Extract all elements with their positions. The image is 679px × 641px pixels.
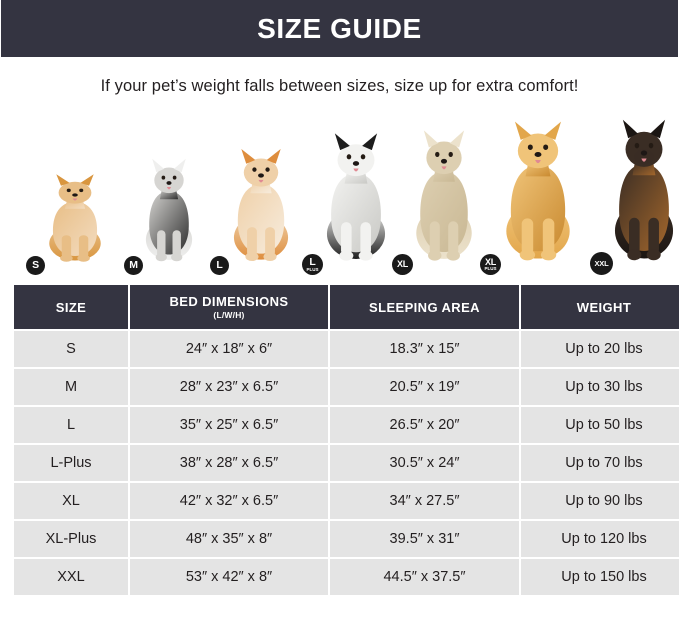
dog-illustration-golden-retriever xyxy=(506,121,570,261)
cell-sleeping: 44.5″ x 37.5″ xyxy=(329,558,521,597)
cell-bed: 48″ x 35″ x 8″ xyxy=(129,520,330,559)
table-body: S 24″ x 18″ x 6″ 18.3″ x 15″ Up to 20 lbs M 2… xyxy=(14,330,679,597)
dog-figure-doberman xyxy=(600,116,679,269)
cell-bed: 28″ x 23″ x 6.5″ xyxy=(129,368,330,407)
dog-illustration-labrador xyxy=(416,130,472,261)
size-badge-main-label: XL xyxy=(396,259,409,269)
column-header-size-label: SIZE xyxy=(55,299,87,315)
size-badge-sub-label: PLUS xyxy=(306,266,319,272)
table-row: S 24″ x 18″ x 6″ 18.3″ x 15″ Up to 20 lbs xyxy=(14,330,679,369)
cell-weight: Up to 150 lbs xyxy=(520,558,679,597)
table-row: L-Plus 38″ x 28″ x 6.5″ 30.5″ x 24″ Up to 7… xyxy=(14,444,679,483)
dog-figure-labrador xyxy=(402,127,486,269)
dog-illustration-shiba-inu xyxy=(233,148,289,262)
dog-figure-golden-retriever xyxy=(490,118,586,269)
dog-slot-m: M xyxy=(124,158,208,275)
size-guide-table: SIZE BED DIMENSIONS (L/W/H) SLEEPING ARE… xyxy=(14,285,679,597)
cell-weight: Up to 50 lbs xyxy=(520,406,679,445)
table-header: SIZE BED DIMENSIONS (L/W/H) SLEEPING ARE… xyxy=(14,285,679,331)
header-banner: SIZE GUIDE xyxy=(1,0,678,57)
dog-illustration-pomeranian xyxy=(49,174,101,262)
dog-figure-border-collie xyxy=(312,130,400,269)
dog-figure-pomeranian xyxy=(36,172,114,269)
cell-size: S xyxy=(14,330,130,369)
cell-sleeping: 26.5″ x 20″ xyxy=(329,406,521,445)
table-row: XL 42″ x 32″ x 6.5″ 34″ x 27.5″ Up to 90 lb… xyxy=(14,482,679,521)
dog-figure-shiba-inu xyxy=(220,146,302,269)
cell-weight: Up to 70 lbs xyxy=(520,444,679,483)
table-row: M 28″ x 23″ x 6.5″ 20.5″ x 19″ Up to 30 lbs xyxy=(14,368,679,407)
dog-figure-french-bulldog xyxy=(134,156,204,269)
cell-sleeping: 34″ x 27.5″ xyxy=(329,482,521,521)
cell-sleeping: 18.3″ x 15″ xyxy=(329,330,521,369)
cell-size: XL xyxy=(14,482,130,521)
size-badge-m: M xyxy=(124,256,143,275)
column-header-weight-label: WEIGHT xyxy=(576,299,632,315)
column-header-bed-dimensions: BED DIMENSIONS (L/W/H) xyxy=(129,285,330,331)
cell-bed: 35″ x 25″ x 6.5″ xyxy=(129,406,330,445)
column-header-sleeping-area-label: SLEEPING AREA xyxy=(369,299,480,315)
cell-sleeping: 30.5″ x 24″ xyxy=(329,444,521,483)
cell-weight: Up to 120 lbs xyxy=(520,520,679,559)
size-badge-xxl: XXL xyxy=(590,252,613,275)
column-header-sleeping-area: SLEEPING AREA xyxy=(329,285,521,331)
size-badge-sub-label: PLUS xyxy=(484,266,497,271)
page-title: SIZE GUIDE xyxy=(257,12,422,44)
cell-size: L-Plus xyxy=(14,444,130,483)
cell-sleeping: 39.5″ x 31″ xyxy=(329,520,521,559)
size-badge-l: L xyxy=(210,256,229,275)
cell-bed: 42″ x 32″ x 6.5″ xyxy=(129,482,330,521)
size-badge-main-label: L xyxy=(216,259,223,272)
column-header-weight: WEIGHT xyxy=(520,285,679,331)
column-header-bed-dimensions-label: BED DIMENSIONS xyxy=(169,294,289,309)
table-row: XXL 53″ x 42″ x 8″ 44.5″ x 37.5″ Up to 150 … xyxy=(14,558,679,597)
size-badge-l-plus: L PLUS xyxy=(302,254,323,275)
cell-bed: 24″ x 18″ x 6″ xyxy=(129,330,330,369)
cell-sleeping: 20.5″ x 19″ xyxy=(329,368,521,407)
dog-slot-l-plus: L PLUS xyxy=(302,133,404,275)
cell-size: XL-Plus xyxy=(14,520,130,559)
cell-size: M xyxy=(14,368,130,407)
cell-weight: Up to 30 lbs xyxy=(520,368,679,407)
size-badge-s: S xyxy=(26,256,45,275)
dog-slot-s: S xyxy=(26,174,118,275)
cell-size: L xyxy=(14,406,130,445)
column-header-bed-dimensions-sub: (L/W/H) xyxy=(213,310,245,320)
table-row: XL-Plus 48″ x 35″ x 8″ 39.5″ x 31″ Up to 12… xyxy=(14,520,679,559)
table-row: L 35″ x 25″ x 6.5″ 26.5″ x 20″ Up to 50 lbs xyxy=(14,406,679,445)
dog-size-comparison-row: S xyxy=(14,115,674,275)
size-badge-main-label: S xyxy=(32,259,39,272)
dog-slot-xl: XL xyxy=(392,130,490,275)
dog-illustration-border-collie xyxy=(326,133,386,261)
dog-illustration-doberman xyxy=(614,119,674,261)
size-badge-xl: XL xyxy=(392,254,413,275)
size-badge-xl-plus: XL PLUS xyxy=(480,254,501,275)
cell-weight: Up to 20 lbs xyxy=(520,330,679,369)
cell-bed: 38″ x 28″ x 6.5″ xyxy=(129,444,330,483)
subtitle-container: If your pet’s weight falls between sizes… xyxy=(0,57,679,115)
cell-bed: 53″ x 42″ x 8″ xyxy=(129,558,330,597)
table-header-row: SIZE BED DIMENSIONS (L/W/H) SLEEPING ARE… xyxy=(14,285,679,331)
dog-slot-xxl: XXL xyxy=(590,119,679,275)
column-header-size: SIZE xyxy=(14,285,130,331)
cell-size: XXL xyxy=(14,558,130,597)
size-badge-main-label: XL xyxy=(484,256,497,267)
size-badge-main-label: L xyxy=(309,255,316,268)
cell-weight: Up to 90 lbs xyxy=(520,482,679,521)
size-badge-main-label: M xyxy=(129,259,138,272)
subtitle-text: If your pet’s weight falls between sizes… xyxy=(100,76,579,95)
dog-slot-l: L xyxy=(210,148,306,275)
dog-illustration-french-bulldog xyxy=(145,158,193,262)
size-badge-main-label: XXL xyxy=(594,258,609,268)
dog-slot-xl-plus: XL PLUS xyxy=(480,121,590,275)
